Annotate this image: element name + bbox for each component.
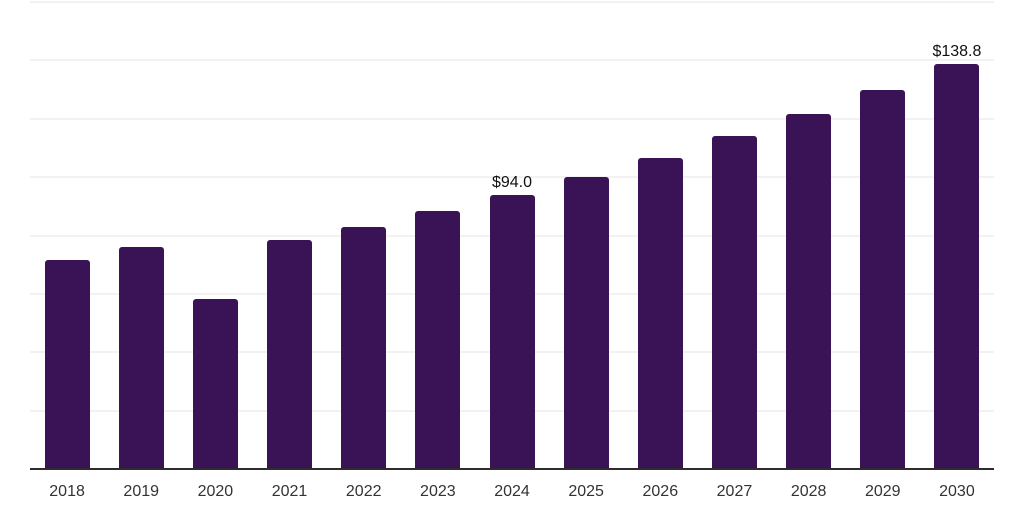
bar-2019 — [118, 246, 164, 469]
x-tick-2030: 2030 — [939, 483, 975, 500]
x-tick-2022: 2022 — [345, 483, 382, 500]
value-label-2030: $138.8 — [932, 42, 982, 60]
gridline-100 — [30, 176, 994, 179]
x-tick-2029: 2029 — [864, 483, 901, 500]
bar-2022 — [341, 226, 387, 469]
bar-2027 — [711, 135, 757, 469]
bar-2024 — [489, 194, 535, 469]
x-axis-line — [30, 468, 994, 470]
x-tick-2018: 2018 — [49, 483, 85, 500]
x-tick-2020: 2020 — [197, 483, 234, 500]
x-tick-2024: 2024 — [494, 483, 530, 500]
x-tick-2023: 2023 — [420, 483, 456, 500]
x-tick-2027: 2027 — [716, 483, 753, 500]
gridline-160 — [30, 1, 994, 3]
bar-2025 — [563, 177, 609, 469]
bar-2028 — [786, 113, 832, 469]
x-tick-2028: 2028 — [790, 483, 827, 500]
bar-2018 — [44, 260, 90, 469]
bar-2030 — [934, 63, 980, 469]
bar-2023 — [415, 211, 461, 469]
x-tick-2026: 2026 — [642, 483, 679, 500]
gridline-120 — [30, 117, 994, 120]
x-tick-2019: 2019 — [123, 483, 160, 500]
x-tick-2021: 2021 — [271, 483, 308, 500]
gridline-140 — [30, 59, 994, 62]
x-tick-2025: 2025 — [568, 483, 604, 500]
bar-2029 — [860, 89, 906, 469]
bar-2021 — [267, 239, 313, 469]
value-label-2024: $94.0 — [491, 173, 533, 191]
bar-2026 — [637, 158, 683, 469]
bar-2020 — [192, 298, 238, 469]
